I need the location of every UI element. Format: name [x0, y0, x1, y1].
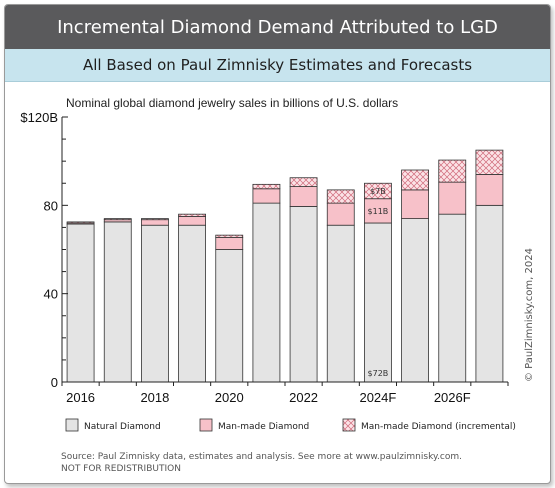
bar-manmade-2018 [141, 219, 169, 226]
legend-swatch-manmade [199, 418, 213, 432]
bar-incremental-2023 [326, 189, 355, 204]
bar-incremental-2021 [252, 183, 281, 190]
bar-incremental-2024F [364, 182, 392, 200]
source-line-2: NOT FOR REDISTRIBUTION [61, 464, 181, 474]
data-label-2024F-natural: $72B [368, 369, 389, 378]
bar-manmade-2021 [252, 188, 281, 204]
chart-subtitle-bar: All Based on Paul Zimnisky Estimates and… [5, 49, 550, 82]
x-tick-label-2018: 2018 [140, 390, 169, 405]
legend-swatch-natural [65, 418, 79, 432]
bar-incremental-2018 [141, 218, 169, 221]
legend-label-manmade: Man-made Diamond [218, 422, 309, 432]
source-line-1: Source: Paul Zimnisky data, estimates an… [61, 452, 462, 462]
data-label-2024F-manmade: $11B [368, 207, 389, 216]
bar-natural-2019 [178, 224, 206, 383]
bar-incremental-2017 [103, 218, 132, 221]
bar-manmade-2027F [475, 174, 504, 206]
bar-natural-2017 [103, 221, 132, 383]
legend-label-incremental: Man-made Diamond (incremental) [361, 422, 516, 432]
bar-natural-2026F [438, 213, 467, 383]
copyright-note: © PaulZimnisky.com, 2024 [524, 248, 535, 382]
x-tick-label-2024F: 2024F [359, 390, 396, 405]
x-tick-label-2020: 2020 [215, 390, 244, 405]
bar-incremental-2025F [401, 169, 429, 191]
data-label-2024F-incremental: $7B [370, 187, 386, 196]
bar-incremental-2016 [66, 221, 95, 224]
chart-title-bar: Incremental Diamond Demand Attributed to… [5, 5, 550, 49]
y-tick-label-40: 40 [44, 287, 58, 302]
y-tick-label-80: 80 [44, 198, 58, 213]
x-tick-label-2026F: 2026F [434, 390, 471, 405]
bar-natural-2025F [401, 218, 429, 383]
bar-incremental-2022 [289, 177, 318, 187]
bars-layer: $72B $11B $7B [66, 149, 504, 383]
bar-natural-2018 [141, 224, 169, 383]
bar-manmade-2026F [438, 181, 467, 215]
source-note: Source: Paul Zimnisky data, estimates an… [61, 451, 462, 475]
plot-title: Nominal global diamond jewelry sales in … [66, 96, 398, 110]
bar-manmade-2022 [289, 186, 318, 207]
legend-swatch-incremental [342, 418, 356, 432]
bar-natural-2023 [326, 224, 355, 383]
bar-incremental-2019 [178, 213, 206, 217]
bar-manmade-2019 [178, 215, 206, 226]
axes-layer: 0 40 80 $120B 2016 2018 2020 2022 2024F 2026F [20, 110, 509, 405]
bar-natural-2027F [475, 204, 504, 383]
bar-manmade-2020 [215, 236, 244, 250]
chart-title: Incremental Diamond Demand Attributed to… [57, 16, 498, 38]
legend-label-natural: Natural Diamond [84, 422, 161, 432]
y-tick-label-0: 0 [51, 375, 58, 390]
legend: Natural Diamond Man-made Diamond Man-made … [65, 418, 516, 432]
bar-natural-2022 [289, 206, 318, 383]
x-tick-label-2022: 2022 [289, 390, 318, 405]
bar-natural-2016 [66, 223, 95, 383]
bar-natural-2021 [252, 202, 281, 383]
bar-natural-2020 [215, 249, 244, 383]
x-tick-label-2016: 2016 [66, 390, 95, 405]
bar-incremental-2027F [475, 149, 504, 175]
bar-manmade-2025F [401, 189, 429, 219]
y-tick-label-120: $120B [20, 110, 58, 125]
bar-incremental-2020 [215, 234, 244, 238]
bar-manmade-2023 [326, 202, 355, 226]
bar-incremental-2026F [438, 159, 467, 183]
bar-natural-2024F [364, 222, 392, 383]
chart-subtitle: All Based on Paul Zimnisky Estimates and… [82, 56, 473, 74]
